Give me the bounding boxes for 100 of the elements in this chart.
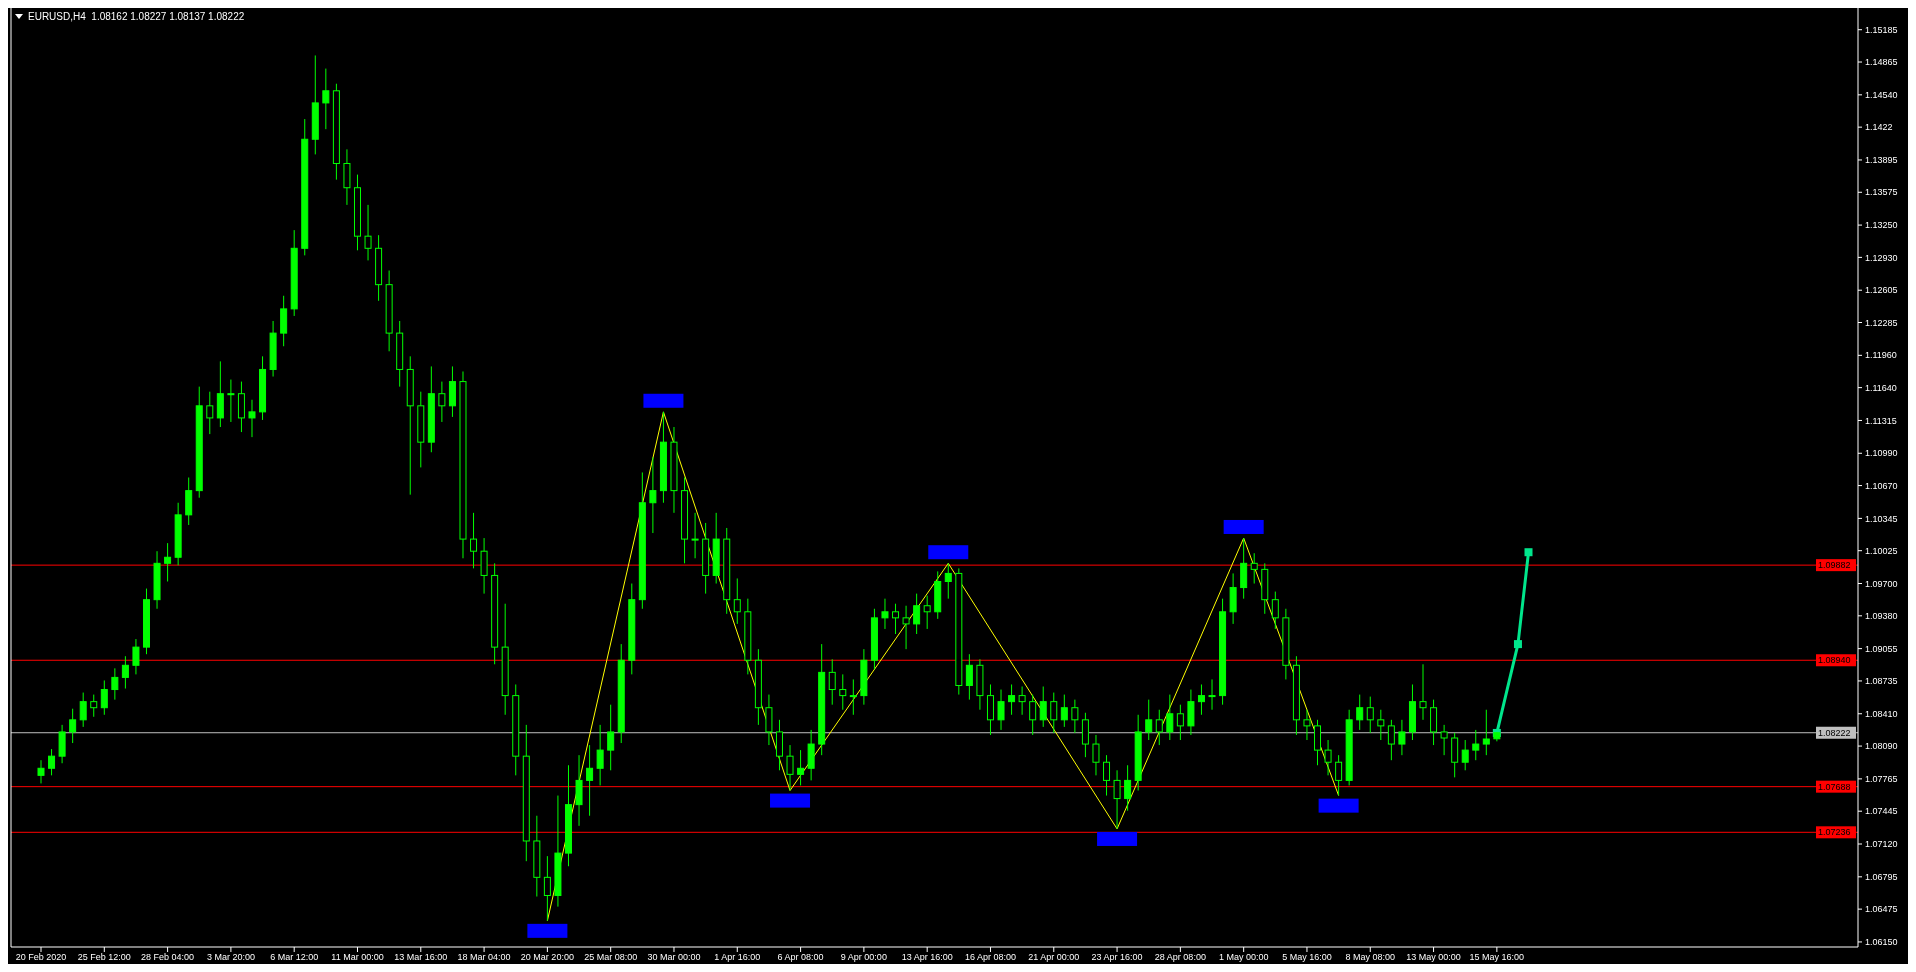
candlestick (79, 692, 87, 728)
candlestick (164, 542, 172, 582)
y-tick-label: 1.14540 (1865, 89, 1898, 100)
x-tick-label: 18 Mar 04:00 (457, 952, 511, 962)
candlestick (881, 598, 889, 630)
chart-title: EURUSD,H4 1.08162 1.08227 1.08137 1.08222 (28, 11, 245, 22)
candlestick (902, 605, 910, 650)
candlestick (1145, 699, 1153, 741)
x-tick-label: 1 Apr 16:00 (714, 952, 761, 962)
candlestick (543, 855, 551, 922)
x-tick-label: 20 Mar 20:00 (520, 952, 574, 962)
y-tick-label: 1.08735 (1865, 676, 1898, 687)
ref-line-label: 1.08940 (1818, 655, 1851, 666)
y-tick-label: 1.06795 (1865, 871, 1898, 882)
candlestick (691, 512, 699, 559)
candlestick (1155, 709, 1163, 746)
y-tick-label: 1.13250 (1865, 220, 1898, 231)
x-tick-label: 13 Mar 16:00 (394, 952, 448, 962)
candlestick (1366, 696, 1374, 734)
candlestick (913, 593, 921, 635)
candlestick (1103, 754, 1111, 797)
candlestick (206, 391, 214, 435)
candlestick (470, 512, 478, 569)
candlestick (90, 694, 98, 718)
ref-line-label: 1.09882 (1818, 560, 1851, 571)
candlestick (121, 655, 129, 690)
candlestick (997, 689, 1005, 731)
ref-line-label: 1.08222 (1818, 727, 1851, 738)
candlestick (1060, 694, 1068, 728)
candlestick (322, 68, 330, 130)
candlestick (48, 748, 56, 776)
candlestick (1387, 719, 1395, 761)
y-tick-label: 1.11315 (1865, 415, 1897, 426)
candlestick (786, 744, 794, 791)
x-tick-label: 28 Feb 04:00 (141, 952, 195, 962)
candlestick (1250, 552, 1258, 585)
candlestick (1197, 683, 1205, 716)
x-tick-label: 13 May 00:00 (1406, 952, 1461, 962)
candlestick (1208, 678, 1216, 711)
candlestick (1113, 769, 1121, 830)
x-tick-label: 23 Apr 16:00 (1091, 952, 1143, 962)
y-tick-label: 1.06475 (1865, 904, 1898, 915)
y-tick-label: 1.08410 (1865, 708, 1898, 719)
candlestick (438, 381, 446, 423)
y-tick-label: 1.08090 (1865, 741, 1898, 752)
candlestick (1356, 694, 1364, 731)
y-tick-label: 1.11960 (1865, 350, 1897, 361)
candlestick (1071, 699, 1079, 734)
y-tick-label: 1.12930 (1865, 252, 1898, 263)
x-tick-label: 25 Mar 08:00 (584, 952, 638, 962)
candlestick (1271, 591, 1279, 630)
candlestick (1039, 686, 1047, 728)
y-tick-label: 1.13575 (1865, 187, 1898, 198)
candlestick (1092, 734, 1100, 776)
candlestick (596, 724, 604, 786)
x-tick-label: 20 Feb 2020 (15, 952, 67, 962)
candlestick (1029, 694, 1037, 736)
candlestick (607, 704, 615, 771)
candlestick (227, 379, 235, 423)
candlestick (797, 749, 805, 786)
y-tick-label: 1.1422 (1865, 122, 1893, 133)
candlestick (1324, 739, 1332, 776)
y-tick-label: 1.13895 (1865, 155, 1898, 166)
x-tick-label: 25 Feb 12:00 (77, 952, 131, 962)
candlestick (248, 399, 256, 438)
candlestick (923, 595, 931, 630)
x-tick-label: 11 Mar 00:00 (331, 952, 384, 962)
candlestick (1398, 719, 1406, 756)
y-tick-label: 1.14865 (1865, 57, 1898, 68)
candlestick (1461, 739, 1469, 771)
y-tick-label: 1.09380 (1865, 610, 1898, 621)
x-tick-label: 21 Apr 00:00 (1028, 952, 1080, 962)
x-tick-label: 15 May 16:00 (1469, 952, 1525, 962)
y-tick-label: 1.10025 (1865, 545, 1898, 556)
point (1524, 548, 1533, 557)
x-tick-label: 13 Apr 16:00 (901, 952, 953, 962)
candlestick (1419, 663, 1427, 721)
x-tick-label: 16 Apr 08:00 (964, 952, 1016, 962)
candlestick (586, 744, 594, 817)
y-tick-label: 1.07765 (1865, 774, 1898, 785)
candlestick (37, 759, 45, 784)
y-tick-label: 1.12285 (1865, 317, 1898, 328)
x-tick-label: 6 Mar 12:00 (270, 952, 319, 962)
x-tick-label: 30 Mar 00:00 (647, 952, 701, 962)
candlestick (69, 708, 77, 744)
y-tick-label: 1.06150 (1865, 937, 1898, 948)
x-tick-label: 6 Apr 08:00 (777, 952, 824, 962)
y-tick-label: 1.09055 (1865, 643, 1898, 654)
candlestick (849, 678, 857, 716)
candlestick (1303, 709, 1311, 741)
y-tick-label: 1.12605 (1865, 285, 1898, 296)
candlestick (944, 562, 952, 600)
x-tick-label: 28 Apr 08:00 (1154, 952, 1206, 962)
candlestick (1335, 754, 1343, 797)
ref-line-label: 1.07688 (1818, 781, 1851, 792)
candlestick (1482, 709, 1490, 756)
candlestick (1440, 724, 1448, 756)
x-tick-label: 8 May 08:00 (1345, 952, 1396, 962)
candlestick (1176, 704, 1184, 741)
candlestick (1124, 764, 1132, 812)
